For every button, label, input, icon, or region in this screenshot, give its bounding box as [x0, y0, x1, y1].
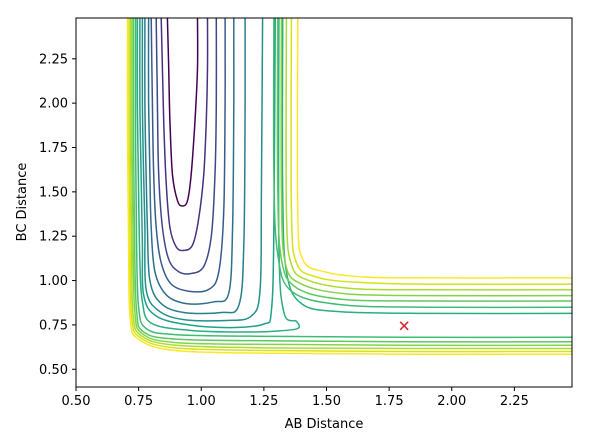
- y-ticks: 0.50 0.75 1.00 1.25 1.50 1.75 2.00 2.25: [39, 52, 76, 378]
- contour-line-15: [281, 18, 572, 315]
- x-tick-label-3: 1.25: [249, 394, 278, 409]
- y-tick-label-3: 1.25: [39, 230, 68, 245]
- plot-frame: [75, 17, 573, 388]
- contour-line-18: [280, 18, 572, 297]
- x-axis-label: AB Distance: [285, 417, 364, 432]
- x-tick-label-1: 0.75: [124, 394, 153, 409]
- x-tick-label-2: 1.00: [187, 394, 216, 409]
- y-tick-label-2: 1.00: [39, 274, 68, 289]
- contour-line-5: [144, 18, 246, 315]
- contour-line-6: [141, 18, 264, 322]
- contour-line-10: [132, 18, 572, 343]
- marker-x: [399, 321, 409, 331]
- contour-line-0: [166, 18, 199, 207]
- contour-line-19: [285, 18, 572, 291]
- x-tick-label-6: 2.00: [437, 394, 466, 409]
- y-tick-label-6: 2.00: [39, 97, 68, 112]
- contour-line-8: [136, 18, 301, 333]
- y-tick-label-4: 1.50: [39, 185, 68, 200]
- contour-line-14: [126, 18, 572, 355]
- contour-line-7: [139, 18, 276, 329]
- marker-layer: [399, 321, 409, 331]
- y-tick-label-1: 0.75: [39, 318, 68, 333]
- x-tick-label-4: 1.50: [312, 394, 341, 409]
- contour-line-3: [150, 18, 226, 293]
- contour-line-9: [134, 18, 572, 339]
- y-axis-label: BC Distance: [15, 163, 30, 242]
- contour-line-4: [147, 18, 235, 305]
- y-tick-label-5: 1.75: [39, 141, 68, 156]
- contour-line-12: [129, 18, 572, 350]
- contour-line-1: [160, 18, 209, 252]
- x-tick-label-5: 1.75: [375, 394, 404, 409]
- x-ticks: 0.50 0.75 1.00 1.25 1.50 1.75 2.00 2.25: [62, 387, 529, 409]
- contour-line-21: [296, 18, 572, 279]
- y-tick-label-7: 2.25: [39, 52, 68, 67]
- contour-line-11: [131, 18, 572, 347]
- contour-line-17: [276, 18, 572, 302]
- contour-line-20: [290, 18, 572, 285]
- x-tick-label-0: 0.50: [62, 394, 91, 409]
- x-tick-label-7: 2.25: [500, 394, 529, 409]
- y-tick-label-0: 0.50: [39, 363, 68, 378]
- contour-line-13: [128, 18, 572, 353]
- contour-line-2: [155, 18, 218, 275]
- contour-lines: [126, 18, 572, 355]
- contour-line-16: [272, 18, 572, 309]
